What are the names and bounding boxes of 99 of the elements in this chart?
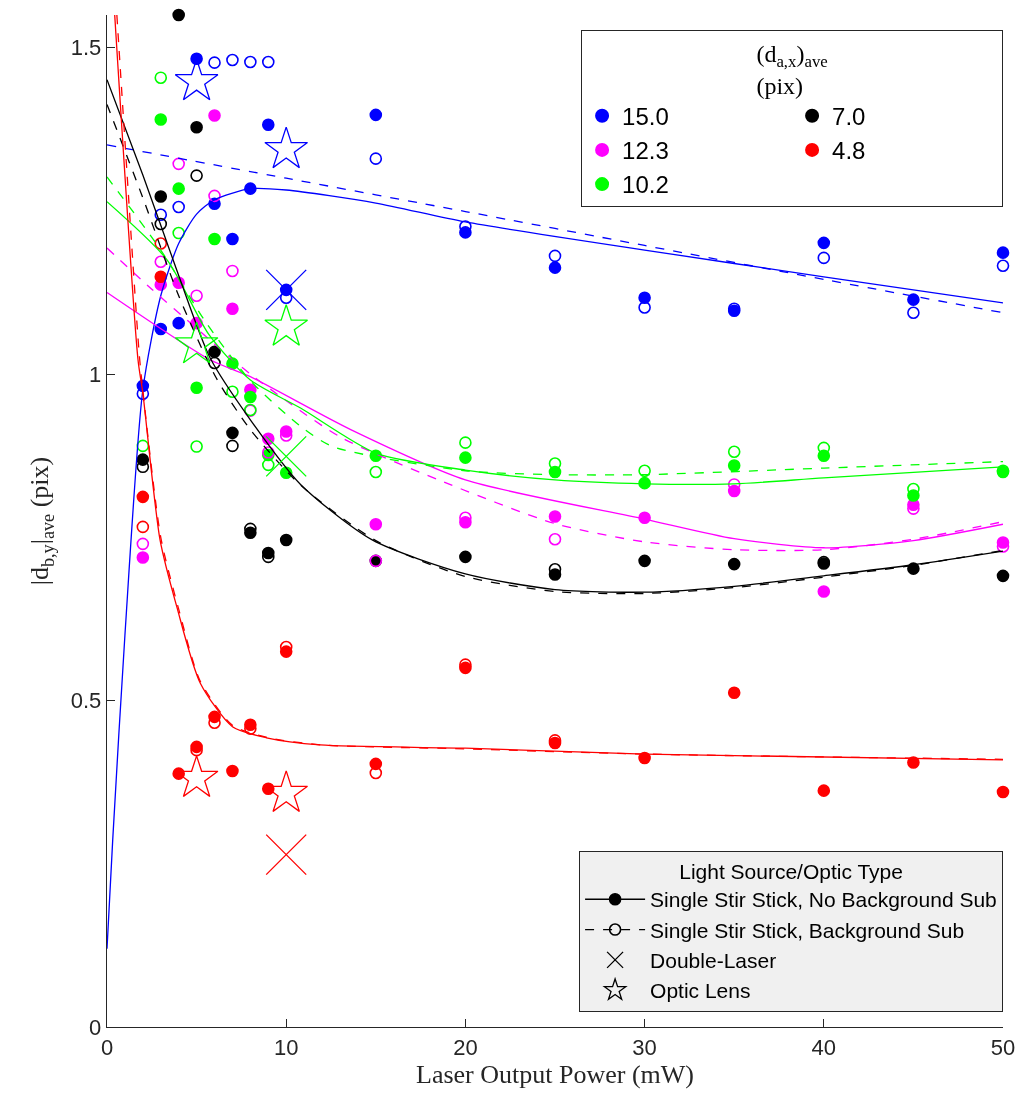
point [154, 113, 168, 126]
point [817, 585, 831, 598]
point [727, 445, 741, 459]
point [727, 686, 741, 700]
legend-label: 4.8 [832, 137, 866, 165]
point [727, 557, 741, 571]
point [226, 385, 239, 399]
point [369, 108, 383, 122]
point [548, 261, 562, 274]
point [907, 306, 920, 320]
point [548, 532, 562, 546]
point [190, 381, 203, 395]
point [154, 71, 168, 84]
legend-label: Single Stir Stick, No Background Sub [650, 888, 997, 912]
y-tick-label: 0.5 [70, 688, 102, 714]
text: Light Source/Optic Type [679, 860, 903, 884]
point [817, 251, 831, 265]
point [369, 465, 383, 479]
point [548, 249, 562, 263]
point [459, 550, 472, 564]
point [172, 157, 185, 171]
point [226, 764, 239, 778]
point [817, 236, 831, 250]
point [638, 464, 651, 478]
point [369, 517, 383, 531]
point [190, 289, 203, 303]
point [996, 259, 1010, 273]
legend-label: Double-Laser [650, 949, 777, 973]
point [459, 451, 472, 464]
point [265, 833, 307, 876]
point [154, 190, 168, 203]
point [172, 316, 185, 330]
point [154, 208, 168, 222]
point [136, 490, 150, 504]
x-tick-label: 50 [990, 1034, 1016, 1060]
point [369, 766, 383, 780]
point [817, 784, 831, 797]
point [638, 554, 651, 568]
legend-label: 15.0 [622, 103, 669, 131]
point [190, 440, 203, 453]
point [369, 152, 383, 165]
point [208, 356, 221, 370]
point [996, 246, 1010, 259]
point [226, 232, 239, 246]
point [172, 226, 185, 240]
point [279, 533, 293, 547]
point [136, 520, 150, 534]
point [226, 302, 239, 316]
point [996, 569, 1010, 583]
point [136, 537, 150, 551]
y-tick-label: 1 [89, 361, 102, 387]
point [261, 118, 275, 131]
point [265, 435, 307, 478]
point [154, 270, 168, 284]
point [208, 232, 221, 246]
point [208, 189, 221, 203]
point [154, 217, 168, 231]
point [244, 55, 257, 69]
x-tick-label: 40 [811, 1034, 837, 1060]
point [226, 439, 239, 453]
point [190, 169, 203, 182]
point [244, 390, 257, 404]
point [226, 264, 239, 278]
legend-label: 7.0 [832, 103, 866, 131]
text: (d$_{a,x}$)$_{ave}$ (pix) [756, 41, 828, 99]
point [136, 551, 150, 564]
point [996, 785, 1010, 799]
point [459, 436, 472, 449]
point [208, 56, 221, 69]
point [907, 293, 920, 306]
point [727, 459, 741, 472]
point [172, 200, 185, 214]
point [172, 8, 185, 22]
point [154, 237, 168, 250]
point [154, 255, 168, 269]
point [226, 426, 239, 440]
x-tick-label: 30 [632, 1034, 657, 1060]
point [136, 387, 150, 400]
legend-label: 12.3 [622, 137, 669, 165]
point [261, 458, 275, 472]
point [226, 53, 239, 67]
legend-label: 10.2 [622, 171, 669, 199]
point [190, 121, 203, 134]
point [208, 109, 221, 122]
y-tick-label: 0 [89, 1014, 102, 1040]
y-tick-label: 1.5 [70, 35, 102, 61]
point [208, 345, 221, 359]
point [638, 291, 651, 305]
x-tick-label: 20 [453, 1034, 478, 1060]
legend-label: Optic Lens [650, 979, 751, 1003]
x-axis-title: Laser Output Power (mW) [416, 1060, 694, 1090]
point [136, 439, 150, 453]
point [548, 457, 562, 470]
x-tick-label: 10 [273, 1034, 299, 1060]
point [172, 182, 185, 195]
point [261, 55, 275, 69]
point [548, 510, 562, 523]
legend-label: Single Stir Stick, Background Sub [650, 918, 965, 942]
point [638, 301, 651, 314]
